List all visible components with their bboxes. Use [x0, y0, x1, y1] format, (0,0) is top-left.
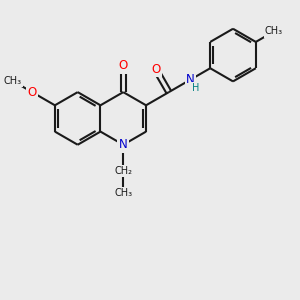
Text: CH₂: CH₂ — [114, 166, 132, 176]
Text: CH₃: CH₃ — [4, 76, 22, 86]
Text: N: N — [186, 73, 195, 86]
Text: O: O — [118, 59, 128, 72]
Text: N: N — [119, 138, 128, 151]
Text: O: O — [28, 85, 37, 99]
Text: CH₃: CH₃ — [114, 188, 132, 198]
Text: CH₃: CH₃ — [265, 26, 283, 36]
Text: O: O — [151, 63, 160, 76]
Text: H: H — [192, 83, 200, 93]
